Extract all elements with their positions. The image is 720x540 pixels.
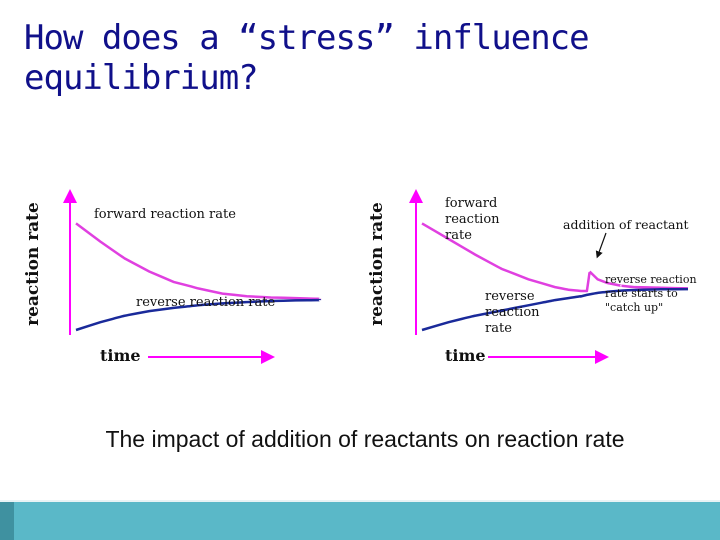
right-reverse-label-line-2: reaction <box>485 305 540 320</box>
slide-title-line-1: How does a “stress” influence <box>24 18 590 58</box>
catch-up-label-line-2: rate starts to <box>605 287 678 300</box>
catch-up-label-line-3: "catch up" <box>605 301 663 314</box>
left-reverse-line <box>75 298 322 332</box>
left-chart: reaction rate time forward reaction rate… <box>23 189 322 365</box>
figure-caption: The impact of addition of reactants on r… <box>105 426 625 452</box>
catch-up-label-line-1: reverse reaction <box>605 273 697 286</box>
right-reverse-label: reverse reaction rate <box>485 289 540 336</box>
left-y-axis-label: reaction rate <box>23 202 43 326</box>
right-forward-line <box>421 222 689 293</box>
right-reverse-label-line-3: rate <box>485 321 512 336</box>
left-reverse-label: reverse reaction rate <box>136 295 275 310</box>
addition-of-reactant-label: addition of reactant <box>563 217 689 232</box>
right-x-axis-label: time <box>445 346 486 365</box>
right-chart: reaction rate time forward reaction rate… <box>367 189 697 365</box>
slide-title-line-2: equilibrium? <box>24 58 259 98</box>
addition-arrow <box>595 232 607 259</box>
right-forward-label: forward reaction rate <box>445 196 500 243</box>
catch-up-label: reverse reaction rate starts to "catch u… <box>605 273 697 314</box>
left-x-axis-label: time <box>100 346 141 365</box>
footer-bar <box>0 500 720 540</box>
right-reverse-line <box>421 287 689 332</box>
right-y-axis-label: reaction rate <box>367 202 387 326</box>
right-forward-label-line-1: forward <box>445 196 497 211</box>
slide-title: How does a “stress” influence equilibriu… <box>24 18 684 98</box>
right-forward-label-line-2: reaction <box>445 212 500 227</box>
left-forward-line <box>75 222 322 301</box>
left-forward-label: forward reaction rate <box>94 207 236 222</box>
right-forward-label-line-3: rate <box>445 228 472 243</box>
right-reverse-label-line-1: reverse <box>485 289 535 304</box>
